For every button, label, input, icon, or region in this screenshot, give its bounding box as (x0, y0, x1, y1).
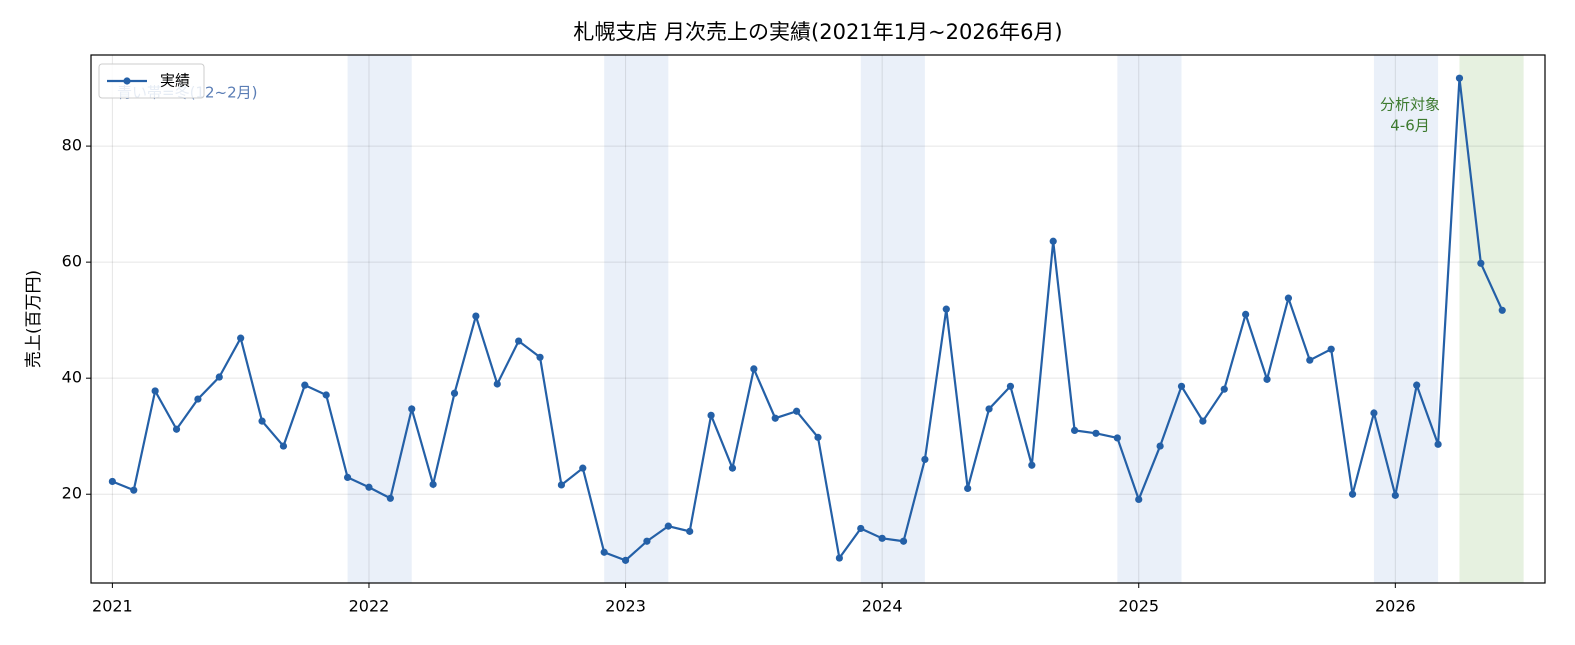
data-point (258, 417, 266, 425)
legend: 実績 (98, 63, 205, 99)
shaded-region (860, 55, 925, 583)
data-point (408, 405, 416, 413)
y-tick-label: 60 (62, 252, 82, 271)
data-point (793, 407, 801, 415)
data-point (429, 480, 437, 488)
y-axis-label: 売上(百万円) (24, 270, 44, 368)
data-point (1370, 409, 1378, 417)
data-point (686, 527, 694, 535)
data-point (899, 537, 908, 545)
shaded-region (604, 55, 669, 583)
x-tick-label: 2025 (1118, 597, 1159, 616)
data-point (450, 389, 459, 397)
data-point (130, 486, 138, 494)
data-point (1455, 74, 1464, 82)
data-point (921, 455, 929, 464)
data-point (322, 391, 330, 399)
shaded-region (1373, 55, 1439, 583)
y-tick-label: 40 (62, 368, 82, 387)
data-point (194, 395, 202, 403)
data-point (1348, 490, 1357, 498)
data-point (237, 334, 245, 342)
legend-box (98, 63, 205, 99)
plot-frame (90, 54, 1546, 584)
data-point (172, 425, 181, 433)
data-point (1327, 345, 1335, 353)
data-point (579, 464, 587, 472)
data-point (600, 548, 608, 556)
data-point (279, 442, 288, 450)
data-point (1434, 440, 1442, 448)
y-tick-label: 20 (62, 484, 82, 503)
data-point (664, 522, 672, 530)
data-point (1391, 491, 1399, 499)
data-point (728, 464, 737, 472)
data-point (942, 305, 950, 313)
y-tick-label: 80 (62, 136, 82, 155)
data-point (1049, 237, 1057, 245)
data-point (151, 387, 159, 395)
data-point (365, 483, 373, 491)
data-point (108, 477, 116, 486)
shaded-region (347, 55, 412, 583)
data-point (814, 433, 822, 441)
data-point (964, 484, 972, 493)
data-point (343, 473, 352, 481)
data-point (1263, 375, 1271, 383)
data-point (707, 411, 715, 419)
data-point (1220, 385, 1228, 393)
data-point (386, 494, 394, 502)
analysis-note: 4-6月 (1390, 117, 1430, 135)
data-point (1113, 434, 1121, 442)
series-line (111, 78, 1504, 562)
data-point (771, 414, 779, 422)
x-tick-label: 2021 (92, 597, 133, 616)
data-point (835, 554, 843, 562)
data-point (857, 524, 865, 533)
data-point (472, 312, 480, 320)
x-tick-label: 2024 (862, 597, 903, 616)
data-point (515, 337, 523, 345)
analysis-note: 分析対象 (1380, 96, 1440, 114)
data-point (1092, 429, 1100, 437)
data-point (1156, 442, 1164, 450)
data-point (1242, 310, 1250, 318)
shaded-region (1117, 55, 1182, 583)
data-point (1413, 381, 1421, 389)
data-point (301, 381, 309, 389)
x-tick-label: 2023 (605, 597, 646, 616)
data-point (1177, 382, 1186, 390)
data-point (557, 481, 566, 489)
data-point (1498, 306, 1506, 314)
data-point (536, 353, 544, 361)
data-point (643, 537, 651, 545)
data-point (621, 556, 630, 564)
data-point (878, 534, 886, 542)
shaded-region (1459, 55, 1524, 583)
data-point (215, 373, 223, 381)
x-tick-label: 2022 (349, 597, 390, 616)
data-point (1006, 382, 1015, 390)
data-point (1135, 495, 1143, 504)
data-point (1199, 417, 1207, 425)
data-point (1477, 259, 1485, 267)
x-tick-label: 2026 (1375, 597, 1416, 616)
legend-label: 実績 (160, 72, 190, 90)
legend-marker (123, 77, 131, 85)
data-point (1070, 426, 1079, 435)
data-point (493, 380, 501, 388)
data-point (750, 365, 758, 373)
chart-title: 札幌支店 月次売上の実績(2021年1月~2026年6月) (573, 20, 1062, 44)
data-point (1028, 461, 1036, 469)
data-point (1284, 294, 1293, 302)
data-point (1306, 356, 1314, 364)
data-point (985, 405, 993, 413)
